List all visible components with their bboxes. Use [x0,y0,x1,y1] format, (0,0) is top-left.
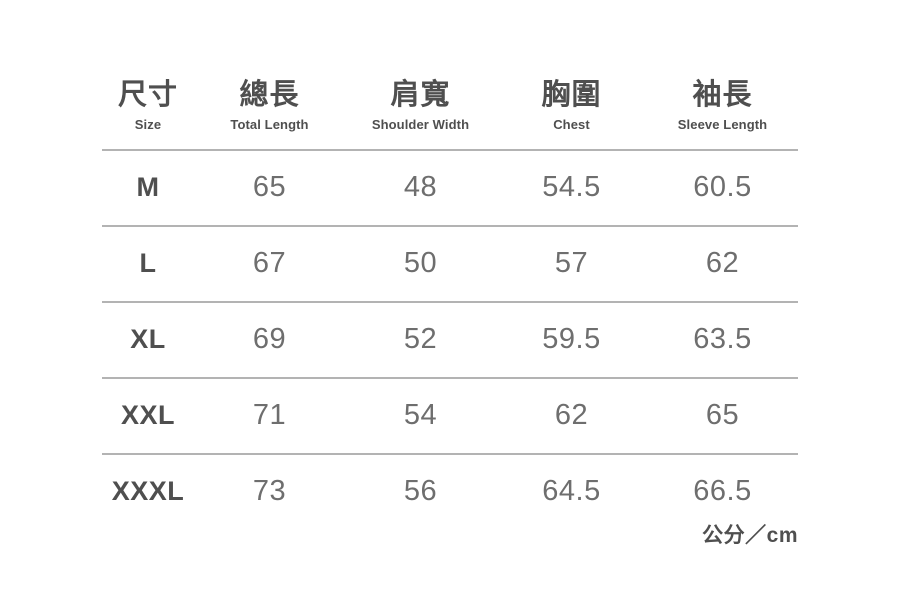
cell-shoulder-width: 54 [345,377,496,455]
cell-total-length: 69 [194,301,345,379]
cell-sleeve-length: 63.5 [647,301,798,379]
table-row: XXXL 73 56 64.5 66.5 [102,454,798,529]
cell-size: L [102,225,194,303]
cell-chest: 62 [496,377,647,455]
column-header-chest: 胸圍 Chest [496,78,647,151]
cell-chest: 59.5 [496,301,647,379]
cell-sleeve-length: 60.5 [647,149,798,227]
cell-shoulder-width: 56 [403,475,438,508]
column-header-sleeve-length-en: Sleeve Length [677,117,768,133]
cell-size: XXL [102,377,194,455]
size-table: 尺寸 Size 總長 Total Length 肩寬 Shoulder Widt… [102,78,798,529]
table-row: XXL 71 54 62 65 [102,377,798,455]
cell-size: XL [102,301,194,379]
column-header-total-length: 總長 Total Length [194,78,345,151]
table-row: M 65 48 54.5 60.5 [102,149,798,227]
cell-shoulder-width: 50 [345,225,496,303]
column-header-size-cn: 尺寸 [117,79,178,111]
cell-chest: 64.5 [542,475,601,508]
cell-size: M [102,149,194,227]
cell-total-length: 71 [194,377,345,455]
unit-note: 公分／cm [702,524,798,547]
column-header-total-length-cn: 總長 [239,79,300,111]
cell-total-length: 65 [194,149,345,227]
cell-shoulder-width: 52 [345,301,496,379]
cell-total-length: 67 [194,225,345,303]
table-header: 尺寸 Size 總長 Total Length 肩寬 Shoulder Widt… [102,78,798,151]
cell-chest: 54.5 [496,149,647,227]
cell-shoulder-width: 48 [345,149,496,227]
column-header-size: 尺寸 Size [102,78,194,151]
column-header-sleeve-length-cn: 袖長 [692,79,753,111]
cell-chest: 57 [496,225,647,303]
cell-sleeve-length: 65 [647,377,798,455]
cell-total-length: 73 [252,475,287,508]
column-header-chest-cn: 胸圍 [541,79,602,111]
table-row: L 67 50 57 62 [102,225,798,303]
cell-sleeve-length: 62 [647,225,798,303]
column-header-shoulder-width-cn: 肩寬 [390,79,451,111]
column-header-total-length-en: Total Length [230,117,309,133]
column-header-shoulder-width: 肩寬 Shoulder Width [345,78,496,151]
cell-size: XXXL [111,476,185,507]
header-row: 尺寸 Size 總長 Total Length 肩寬 Shoulder Widt… [102,78,798,151]
table-row: XL 69 52 59.5 63.5 [102,301,798,379]
column-header-shoulder-width-en: Shoulder Width [371,117,470,133]
column-header-sleeve-length: 袖長 Sleeve Length [647,78,798,151]
column-header-size-en: Size [134,117,162,133]
cell-sleeve-length: 66.5 [693,475,752,508]
column-header-chest-en: Chest [553,117,590,133]
table-body: M 65 48 54.5 60.5 L 67 50 57 62 XL 69 52… [102,149,798,529]
